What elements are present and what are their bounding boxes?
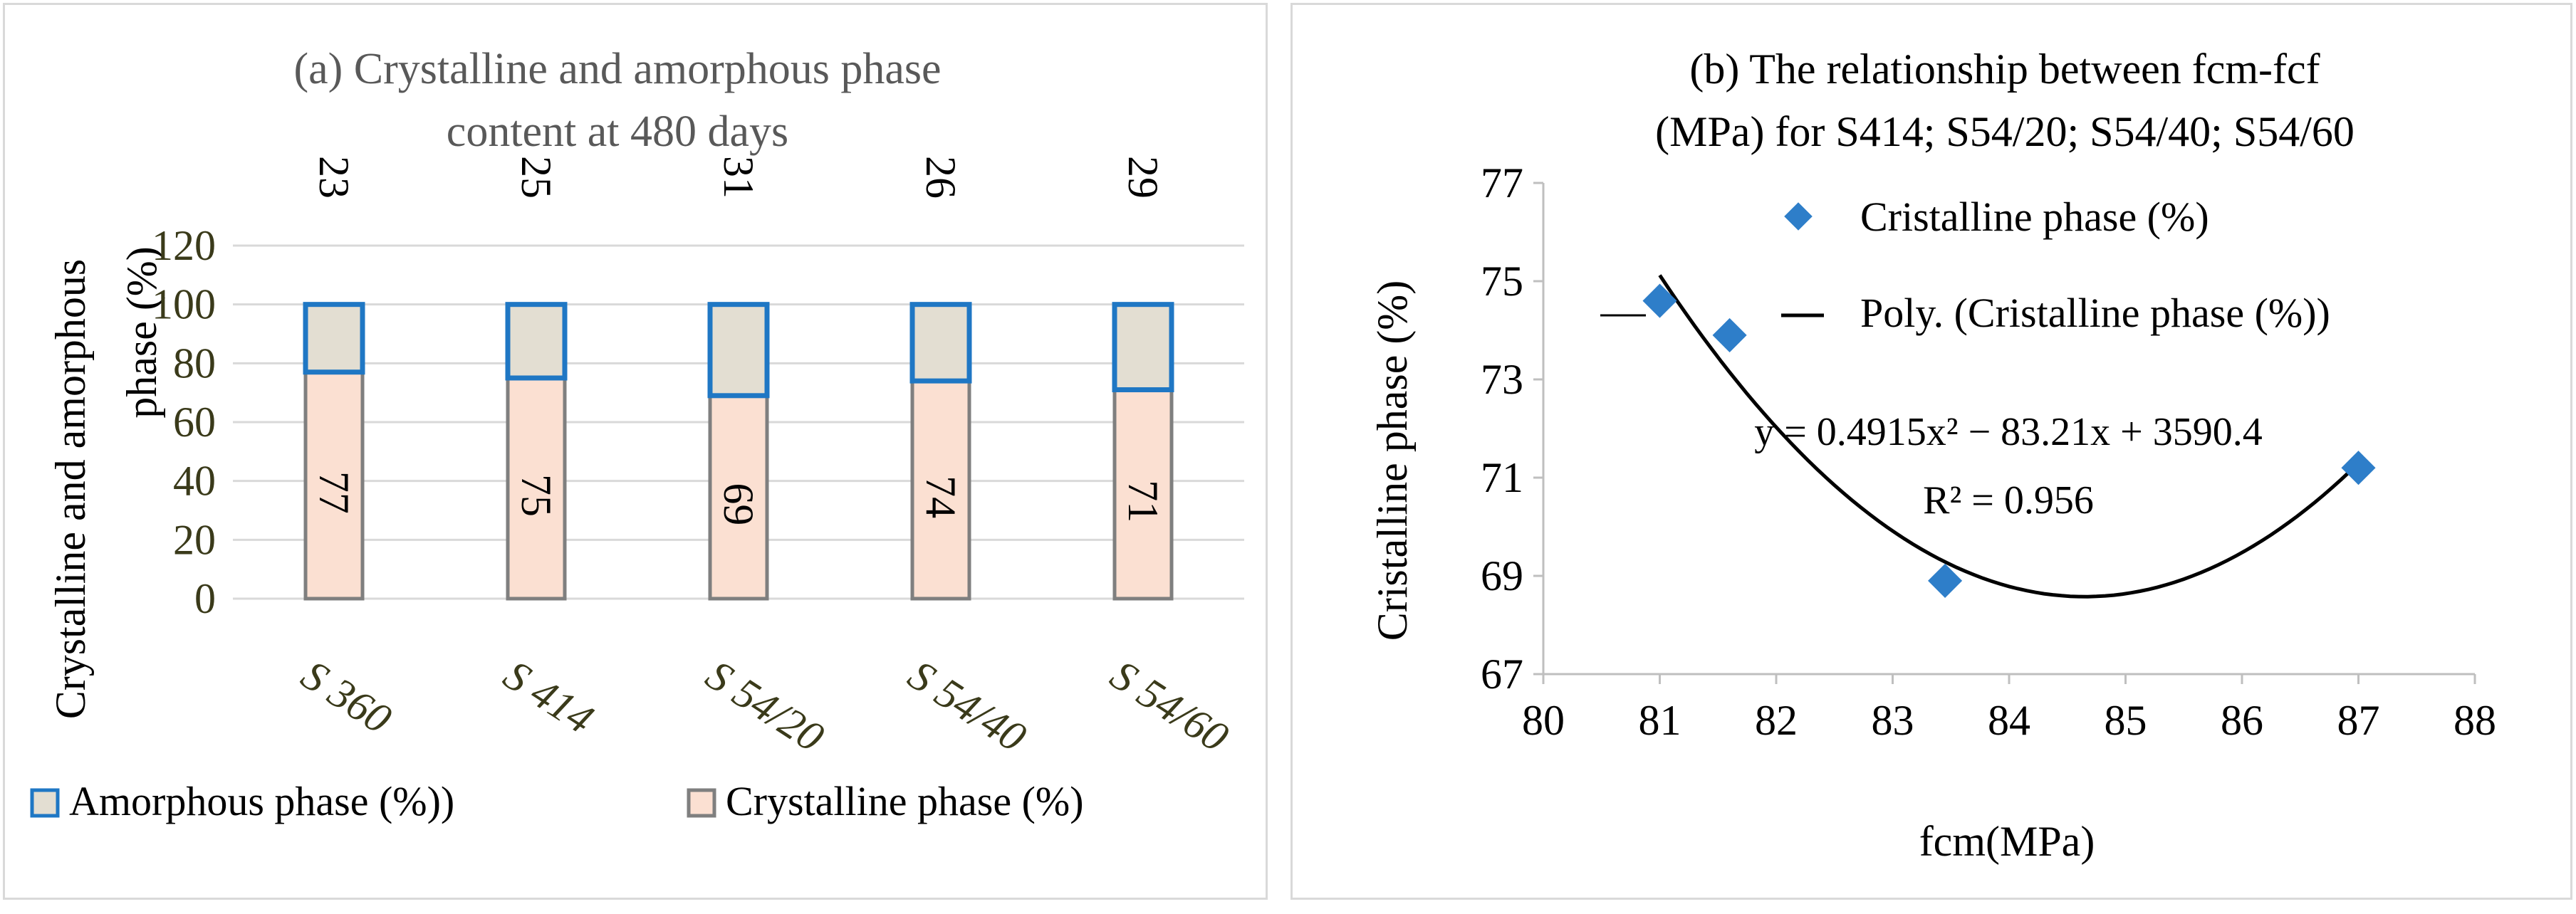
xtick-a-category: S 54/20 [698,651,832,761]
ytick-a-20: 20 [173,516,216,563]
xtick-b-82: 82 [1755,697,1798,744]
xtick-b-84: 84 [1988,697,2030,744]
trendline-poly [1658,274,2360,599]
legend-label-poly: Poly. (Cristalline phase (%)) [1860,290,2330,336]
ytick-b-69: 69 [1481,552,1523,599]
bar-amorphous [707,302,770,399]
trendline-r-squared: R² = 0.956 [1923,478,2094,522]
data-point [1712,317,1747,352]
xtick-b-85: 85 [2105,697,2147,744]
xtick-b-80: 80 [1522,697,1565,744]
chart-panel-a: (a) Crystalline and amorphous phase cont… [3,3,1268,900]
chart-a-ylabel-line1: Crystalline and amorphous [47,259,94,720]
ytick-a-120: 120 [152,222,216,269]
bar-crystalline [303,370,365,601]
chart-b-xlabel: fcm(MPa) [1919,818,2095,865]
ytick-a-40: 40 [173,458,216,505]
ytick-b-77: 77 [1481,159,1523,206]
chart-b-legend: Cristalline phase (%) Poly. (Cristalline… [1781,194,2330,336]
bar-crystalline [910,379,971,601]
legend-marker-cristalline [1784,202,1813,231]
xtick-a-category: S 54/60 [1102,651,1236,761]
bar-amorphous [303,302,365,375]
ytick-b-73: 73 [1481,356,1523,403]
data-label-crystalline: 75 [513,474,560,517]
legend-swatch-amorphous [30,788,60,818]
xtick-a-category: S 414 [496,651,602,743]
chart-b-ylabel: Cristalline phase (%) [1369,280,1416,641]
data-point [2341,451,2376,485]
chart-a-title-line2: content at 480 days [447,107,788,156]
chart-panel-b: (b) The relationship between fcm-fcf (MP… [1290,3,2572,900]
chart-a-svg: (a) Crystalline and amorphous phase cont… [30,45,1244,824]
legend-label-cristalline: Cristalline phase (%) [1860,194,2209,240]
legend-swatch-crystalline [687,788,716,818]
chart-a-legend: Amorphous phase (%)) Crystalline phase (… [30,778,1084,824]
ytick-b-75: 75 [1481,258,1523,305]
ytick-b-71: 71 [1481,454,1523,501]
bar-crystalline [708,394,769,601]
data-point [1642,283,1677,318]
data-label-crystalline: 74 [917,476,964,518]
ytick-a-80: 80 [173,340,216,387]
chart-b-title-line2: (MPa) for S414; S54/20; S54/40; S54/60 [1655,108,2355,155]
data-label-amorphous: 29 [1120,156,1167,199]
ytick-a-60: 60 [173,399,216,446]
data-label-amorphous: 25 [513,156,560,199]
data-label-crystalline: 77 [311,471,358,514]
ytick-a-100: 100 [152,281,216,328]
bar-crystalline [1112,388,1174,601]
xtick-a-category: S 54/40 [900,651,1034,761]
xtick-b-83: 83 [1872,697,1914,744]
chart-a-ylabel-line2: phase (%) [118,246,165,419]
data-label-amorphous: 31 [715,156,762,199]
data-label-crystalline: 69 [715,483,762,525]
data-label-crystalline: 71 [1120,480,1167,522]
chart-a-title-line1: (a) Crystalline and amorphous phase [293,45,941,93]
bar-amorphous [505,302,568,381]
bar-crystalline [506,376,567,601]
xtick-b-86: 86 [2221,697,2263,744]
bar-amorphous [909,302,972,384]
data-label-amorphous: 26 [917,156,964,199]
xtick-b-88: 88 [2454,697,2496,744]
chart-b-svg: (b) The relationship between fcm-fcf (MP… [1369,46,2496,865]
bar-amorphous [1112,302,1174,393]
xtick-a-category: S 360 [293,651,400,743]
legend-label-crystalline: Crystalline phase (%) [726,778,1084,824]
chart-b-title-line1: (b) The relationship between fcm-fcf [1689,46,2320,93]
xtick-b-81: 81 [1639,697,1681,744]
trendline-equation: y = 0.4915x² − 83.21x + 3590.4 [1754,410,2263,454]
ytick-a-0: 0 [194,575,216,622]
legend-label-amorphous: Amorphous phase (%)) [69,778,454,824]
data-label-amorphous: 23 [311,156,358,199]
chart-a-plot-area: 0 20 40 60 80 100 120 77 23 S 360 75 25 S 414 69 31 S 5… [152,156,1244,761]
ytick-b-67: 67 [1481,651,1523,698]
xtick-b-87: 87 [2337,697,2380,744]
